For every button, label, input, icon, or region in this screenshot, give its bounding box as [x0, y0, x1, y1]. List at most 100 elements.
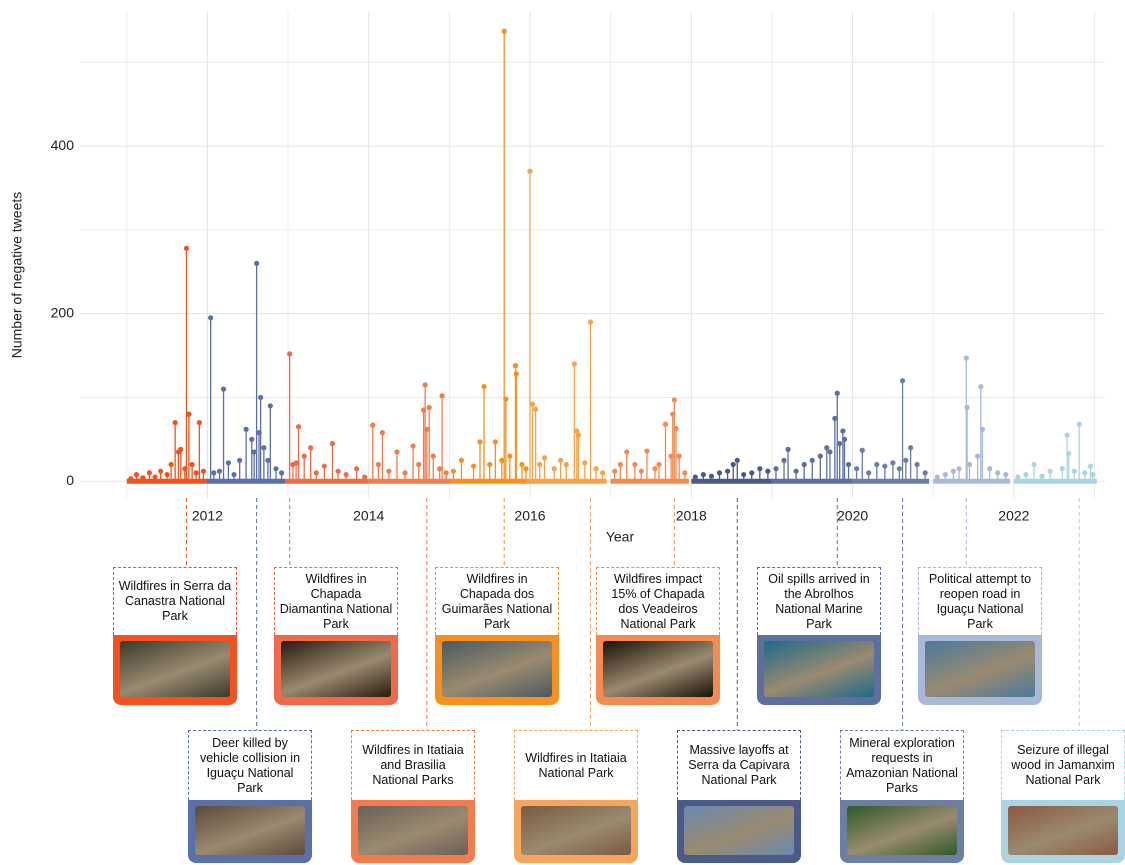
point [624, 449, 630, 455]
annotation-image-frame [113, 635, 237, 705]
point [501, 28, 507, 34]
point [128, 476, 134, 482]
annotation-photo [603, 641, 713, 697]
annotation-image-frame [274, 635, 398, 705]
annotation-photo [764, 641, 874, 697]
annotation-image-frame [757, 635, 881, 705]
point [394, 449, 400, 455]
annotation-photo [521, 806, 631, 855]
point [934, 474, 940, 480]
point [575, 432, 581, 438]
series [526, 168, 607, 484]
point [899, 378, 906, 384]
point [279, 470, 285, 476]
point [700, 471, 706, 478]
annotation-label: Political attempt to reopen road in Igua… [918, 567, 1042, 635]
point [273, 466, 279, 472]
point [809, 457, 815, 463]
point [216, 468, 223, 474]
annotation-box: Wildfires in Itatiaia National Park [514, 730, 638, 863]
point [243, 426, 249, 432]
annotation-label: Wildfires in Chapada Diamantina National… [274, 567, 398, 635]
point [172, 419, 178, 426]
point [574, 428, 580, 434]
annotation-photo [925, 641, 1035, 697]
point [519, 461, 525, 468]
point [781, 457, 787, 463]
annotation-box: Wildfires in Itatiaia and Brasilia Natio… [351, 730, 475, 863]
annotation-photo [358, 806, 468, 855]
point [974, 453, 981, 459]
annotation-label: Wildfires in Itatiaia and Brasilia Natio… [351, 730, 475, 800]
point [845, 461, 852, 468]
point [424, 426, 430, 432]
point [178, 446, 184, 452]
point [1059, 466, 1065, 472]
point [225, 460, 231, 466]
point [313, 470, 319, 476]
annotation-box: Deer killed by vehicle collision in Igua… [188, 730, 312, 863]
point [458, 457, 465, 463]
point [354, 466, 360, 472]
point [854, 466, 860, 472]
point [662, 421, 669, 427]
annotation-image-frame [1001, 800, 1125, 863]
point [859, 447, 865, 453]
point [146, 470, 152, 476]
point [765, 468, 771, 474]
point [599, 470, 606, 476]
point [1003, 471, 1009, 478]
point [987, 466, 993, 472]
x-tick-label: 2012 [192, 508, 223, 524]
annotation-label: Wildfires impact 15% of Chapada dos Vead… [596, 567, 720, 635]
point [587, 319, 594, 325]
point [942, 471, 948, 478]
point [890, 460, 896, 466]
annotation-box: Oil spills arrived in the Abrolhos Natio… [757, 567, 881, 705]
point [966, 461, 973, 468]
point [551, 466, 557, 472]
point [477, 439, 483, 445]
point [335, 468, 341, 474]
point [499, 457, 505, 463]
point [950, 468, 956, 474]
point [426, 404, 432, 411]
point [186, 411, 192, 417]
series [771, 390, 853, 484]
point [832, 415, 838, 421]
point [730, 461, 736, 468]
series [852, 378, 930, 484]
annotation-photo [847, 806, 957, 855]
point [301, 453, 307, 459]
y-tick-label: 400 [51, 137, 75, 153]
point [563, 461, 569, 468]
point [258, 394, 264, 401]
annotation-label: Mineral exploration requests in Amazonia… [840, 730, 964, 800]
point [295, 424, 302, 430]
annotation-photo [1008, 806, 1118, 855]
series [285, 351, 369, 484]
point [410, 443, 416, 449]
x-tick-label: 2018 [676, 508, 707, 524]
point [734, 457, 740, 463]
annotation-label: Deer killed by vehicle collision in Igua… [188, 730, 312, 800]
point [682, 470, 688, 476]
point [793, 468, 799, 474]
y-tick-label: 0 [66, 472, 74, 488]
point [837, 440, 843, 447]
point [533, 406, 539, 412]
point [908, 445, 914, 451]
annotation-label: Oil spills arrived in the Abrolhos Natio… [757, 567, 881, 635]
point [617, 461, 623, 468]
annotation-image-frame [188, 800, 312, 863]
annotation-label: Wildfires in Chapada dos Guimarães Natio… [435, 567, 559, 635]
point [724, 468, 731, 474]
annotation-image-frame [677, 800, 801, 863]
annotation-label: Seizure of illegal wood in Jamanxim Nati… [1001, 730, 1125, 800]
point [267, 403, 273, 409]
annotation-box: Wildfires impact 15% of Chapada dos Vead… [596, 567, 720, 705]
annotation-image-frame [596, 635, 720, 705]
point [1066, 450, 1072, 457]
point [638, 468, 644, 474]
point [1031, 461, 1037, 468]
